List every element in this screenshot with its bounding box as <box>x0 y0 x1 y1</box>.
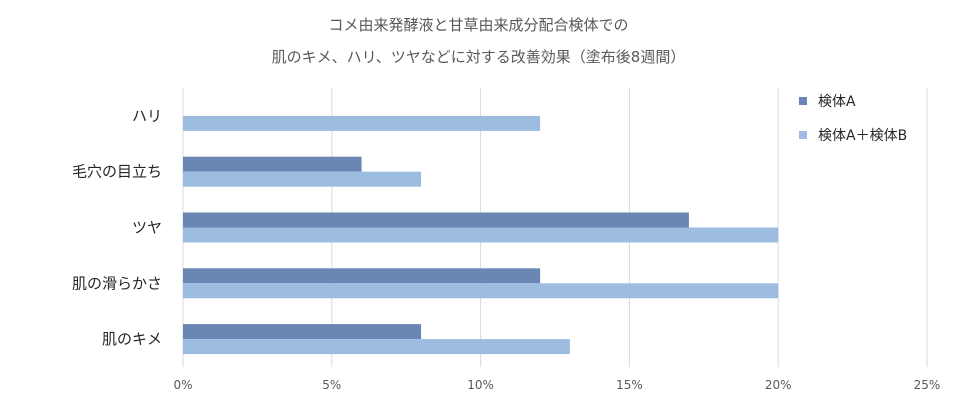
legend-swatch <box>799 97 807 105</box>
bar <box>183 283 779 299</box>
legend-label: 検体A <box>818 94 856 110</box>
bar <box>183 227 779 243</box>
bar <box>183 156 362 172</box>
category-label: 肌のキメ <box>102 330 162 348</box>
x-tick-label: 20% <box>765 378 792 392</box>
bar <box>183 324 422 340</box>
bar <box>183 115 541 131</box>
bar <box>183 268 541 284</box>
bar <box>183 212 689 228</box>
category-label: ツヤ <box>132 219 162 237</box>
legend-swatch <box>799 131 807 139</box>
category-label: ハリ <box>132 107 162 125</box>
x-tick-label: 25% <box>914 378 941 392</box>
chart-title: コメ由来発酵液と甘草由来成分配合検体での <box>328 16 629 34</box>
category-label: 肌の滑らかさ <box>72 274 162 292</box>
x-tick-label: 0% <box>173 378 192 392</box>
x-tick-label: 15% <box>616 378 643 392</box>
x-tick-label: 5% <box>322 378 341 392</box>
bar <box>183 171 422 187</box>
legend-label: 検体A＋検体B <box>818 128 907 144</box>
x-tick-label: 10% <box>467 378 494 392</box>
category-label: 毛穴の目立ち <box>72 163 162 181</box>
bar <box>183 339 570 355</box>
chart-subtitle: 肌のキメ、ハリ、ツヤなどに対する改善効果（塗布後8週間） <box>271 48 686 66</box>
